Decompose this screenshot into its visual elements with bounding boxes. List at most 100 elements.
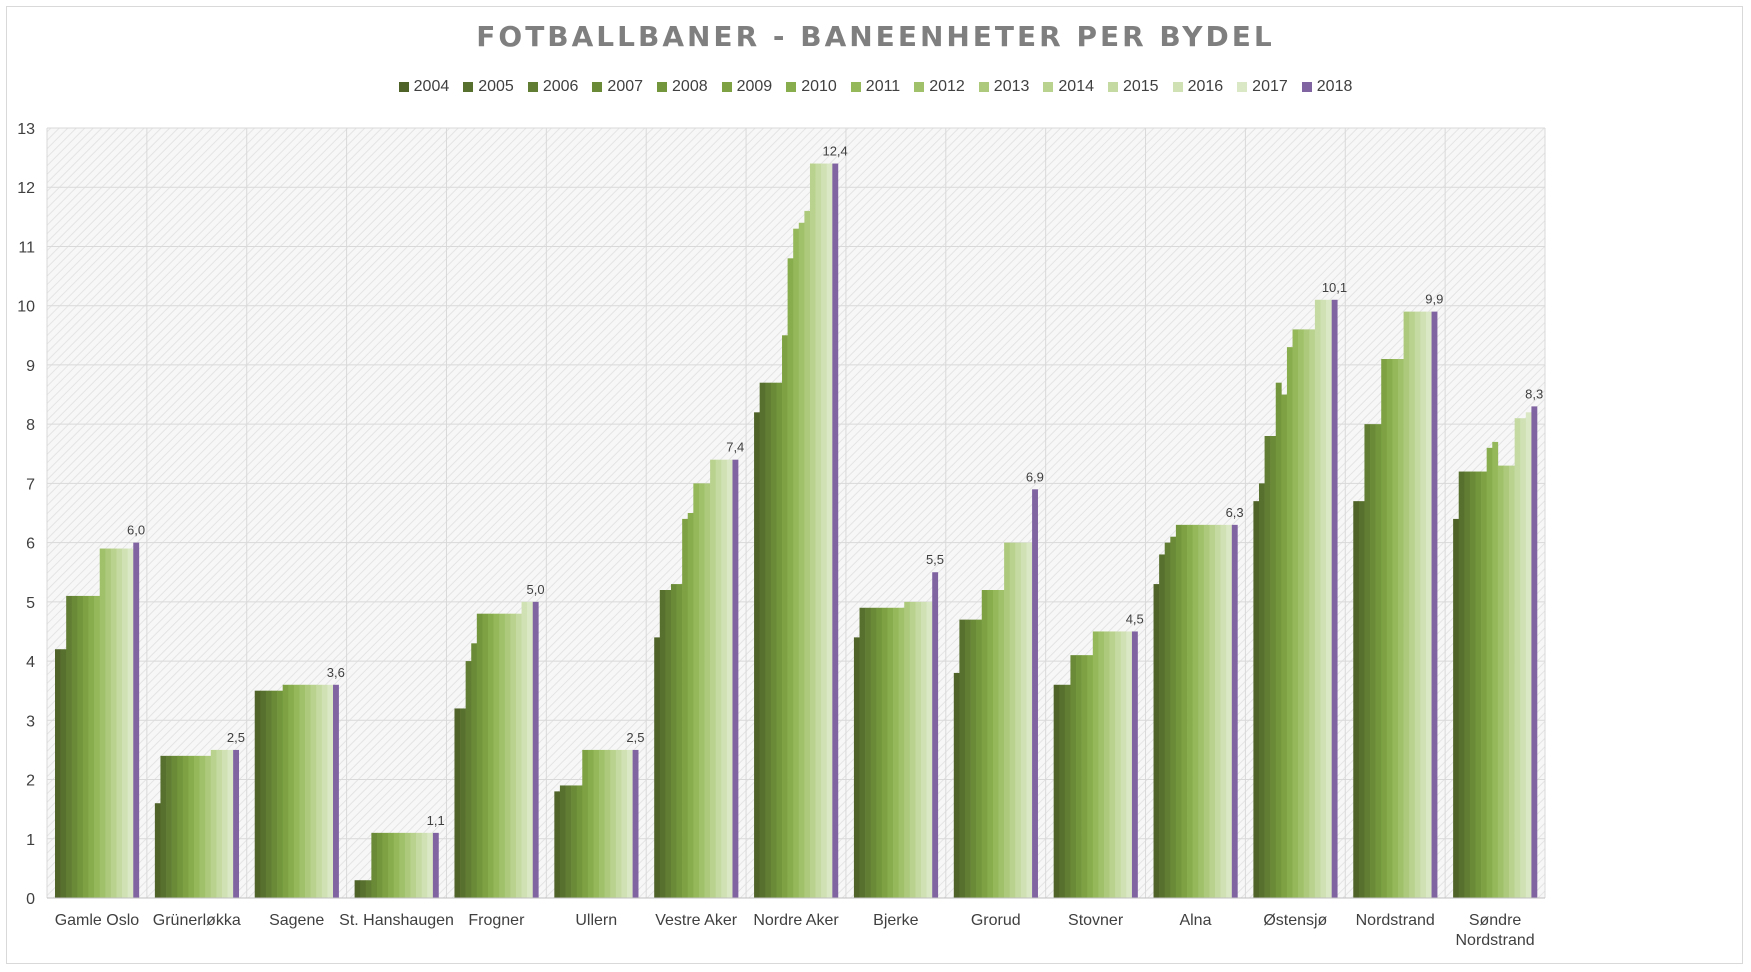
bar-2010 xyxy=(987,590,994,898)
bar-2014 xyxy=(1409,311,1416,898)
bar-2009 xyxy=(1081,655,1088,898)
bar-2006 xyxy=(765,382,772,898)
bar-2015 xyxy=(615,749,622,898)
y-tick-label: 0 xyxy=(26,891,35,908)
bar-2011 xyxy=(393,832,400,898)
bar-2015 xyxy=(1115,631,1122,898)
data-label: 12,4 xyxy=(822,144,847,159)
bar-2009 xyxy=(1181,524,1188,898)
legend-item: 2011 xyxy=(850,78,901,96)
legend-swatch xyxy=(721,82,732,92)
chart-legend: 2004 2005 2006 2007 2008 2009 2010 2011 2012 2013… xyxy=(0,78,1751,96)
bar-2007 xyxy=(1170,536,1177,898)
bar-2009 xyxy=(1381,359,1388,898)
x-category-label: Østensjø xyxy=(1263,912,1327,929)
bar-2009 xyxy=(981,590,988,898)
legend-item: 2015 xyxy=(1107,78,1159,96)
bar-2015 xyxy=(1314,299,1321,898)
data-label: 9,9 xyxy=(1425,292,1443,307)
bar-2018 xyxy=(932,572,939,898)
bar-2015 xyxy=(416,832,422,898)
data-label: 2,5 xyxy=(626,730,644,745)
y-tick-label: 13 xyxy=(17,121,35,138)
bar-2016 xyxy=(122,548,128,898)
bar-2004 xyxy=(354,880,361,898)
x-category-label: Frogner xyxy=(468,912,525,929)
bar-2011 xyxy=(893,607,899,898)
bar-2004 xyxy=(154,803,161,898)
bar-2006 xyxy=(1264,436,1271,898)
legend-swatch xyxy=(1043,82,1054,92)
bar-2004 xyxy=(853,637,860,898)
bar-2006 xyxy=(565,785,572,898)
data-label: 1,1 xyxy=(427,813,445,828)
bar-2013 xyxy=(504,613,511,898)
bar-2009 xyxy=(482,613,489,898)
bar-2005 xyxy=(1258,483,1265,898)
bar-2012 xyxy=(599,749,605,898)
bar-2012 xyxy=(99,548,106,898)
x-category-label: St. Hanshaugen xyxy=(339,912,454,929)
legend-item: 2006 xyxy=(527,78,578,96)
legend-label: 2014 xyxy=(1058,78,1094,95)
bar-2015 xyxy=(116,548,123,898)
bar-2007 xyxy=(1370,424,1376,898)
bar-2011 xyxy=(293,684,300,898)
bar-2009 xyxy=(782,335,788,898)
bar-2015 xyxy=(1514,418,1521,898)
bar-2004 xyxy=(1453,518,1460,898)
bar-2011 xyxy=(1192,524,1199,898)
legend-label: 2011 xyxy=(865,78,901,95)
bar-2012 xyxy=(798,222,805,898)
bar-2004 xyxy=(454,708,461,898)
bar-2010 xyxy=(1187,524,1193,898)
x-category-label: Grorud xyxy=(971,912,1021,929)
bar-2013 xyxy=(804,210,811,899)
bar-2004 xyxy=(1353,501,1360,898)
bar-2018 xyxy=(1431,311,1438,898)
bar-2014 xyxy=(310,684,317,898)
legend-label: 2016 xyxy=(1187,78,1224,95)
bar-2018 xyxy=(632,749,639,898)
bar-2016 xyxy=(821,163,828,899)
legend-swatch xyxy=(463,82,474,92)
y-tick-label: 12 xyxy=(17,180,35,197)
legend-label: 2010 xyxy=(801,78,837,95)
bar-2010 xyxy=(288,684,295,898)
bar-2011 xyxy=(493,613,500,898)
bar-2011 xyxy=(1492,441,1499,898)
legend-item: 2016 xyxy=(1172,78,1224,96)
bar-2006 xyxy=(865,607,872,898)
data-label: 5,5 xyxy=(926,552,944,567)
legend-item: 2012 xyxy=(914,78,965,96)
bar-2008 xyxy=(976,619,983,898)
bar-2005 xyxy=(1358,501,1365,898)
legend-swatch xyxy=(592,82,603,92)
bar-2013 xyxy=(404,832,411,898)
bar-2012 xyxy=(1098,631,1105,898)
bar-2018 xyxy=(1131,631,1138,898)
bar-2015 xyxy=(915,601,922,898)
bar-2016 xyxy=(521,601,528,898)
bar-2008 xyxy=(676,584,683,898)
bar-2016 xyxy=(1420,311,1427,898)
data-label: 6,3 xyxy=(1226,505,1244,520)
bar-2014 xyxy=(1009,542,1016,898)
bar-2010 xyxy=(88,595,95,898)
bar-2008 xyxy=(1175,524,1182,898)
bar-2016 xyxy=(1020,542,1027,898)
bar-2013 xyxy=(1403,311,1410,898)
bar-2012 xyxy=(998,590,1005,898)
bar-2008 xyxy=(576,785,583,898)
bar-2010 xyxy=(787,258,794,898)
bar-2008 xyxy=(177,755,184,898)
bar-2005 xyxy=(160,755,167,898)
bar-2005 xyxy=(260,690,267,898)
bar-2009 xyxy=(182,755,189,898)
bar-2015 xyxy=(216,749,223,898)
bar-2007 xyxy=(1070,655,1077,898)
bar-2012 xyxy=(1298,329,1305,898)
bar-2014 xyxy=(1509,465,1515,898)
bar-2007 xyxy=(870,607,877,898)
y-tick-label: 3 xyxy=(26,713,35,730)
